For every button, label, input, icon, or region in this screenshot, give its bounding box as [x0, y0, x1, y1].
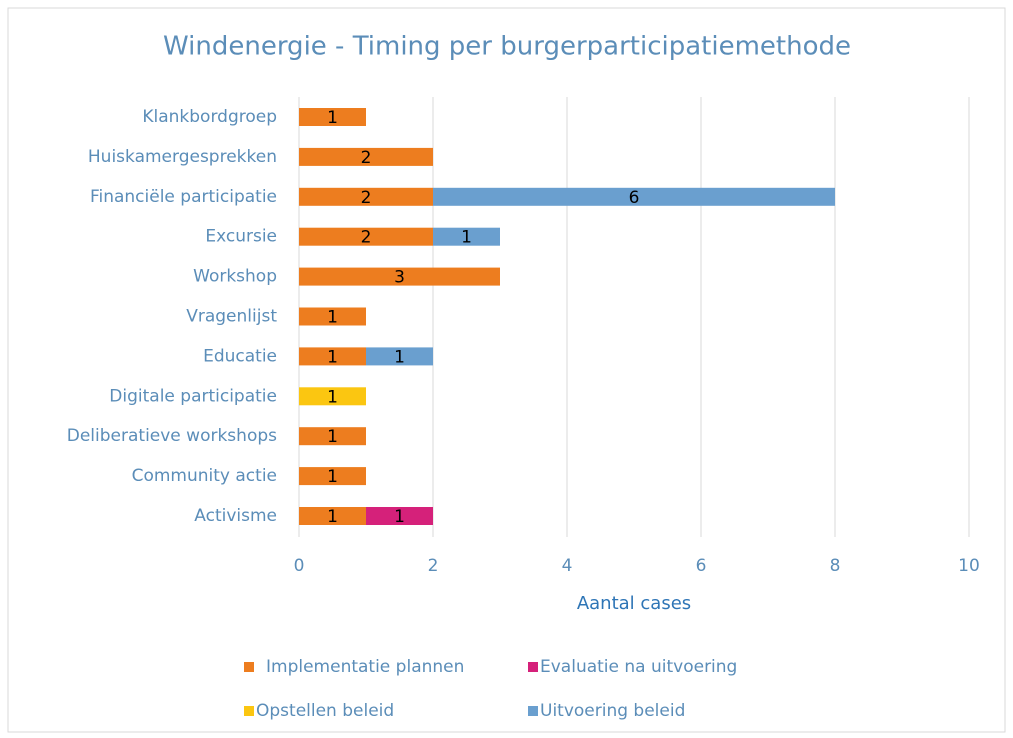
- bar-segment: [299, 187, 433, 206]
- bar-segment: [366, 507, 433, 525]
- bar-segment: [299, 147, 433, 166]
- data-label: 2: [361, 228, 372, 248]
- data-label: 1: [461, 228, 472, 248]
- data-label: 6: [629, 188, 640, 208]
- y-tick-label: Workshop: [193, 267, 277, 287]
- legend-swatch: [244, 662, 254, 672]
- x-tick-label: 8: [830, 556, 841, 576]
- data-label: 1: [327, 467, 338, 487]
- data-label: 1: [394, 507, 405, 527]
- x-tick-label: 6: [696, 556, 707, 576]
- bar-segment: [299, 227, 433, 246]
- bar-segment: [366, 347, 433, 366]
- legend-label: Implementatie plannen: [266, 657, 464, 677]
- data-label: 1: [327, 427, 338, 447]
- data-label: 1: [394, 347, 405, 367]
- data-label: 1: [327, 308, 338, 328]
- x-axis-label: Aantal cases: [577, 593, 691, 614]
- x-tick-label: 0: [294, 556, 305, 576]
- data-label: 1: [327, 108, 338, 128]
- bar-segment: [299, 267, 500, 286]
- y-tick-label: Huiskamergesprekken: [88, 147, 277, 167]
- data-label: 3: [394, 268, 405, 288]
- y-tick-label: Educatie: [203, 346, 277, 366]
- bar-segment: [299, 307, 366, 326]
- x-tick-label: 10: [958, 556, 980, 576]
- legend-label: Evaluatie na uitvoering: [540, 657, 737, 677]
- y-tick-label: Deliberatieve workshops: [67, 426, 277, 446]
- data-label: 1: [327, 507, 338, 527]
- y-tick-label: Community actie: [132, 466, 277, 486]
- y-tick-label: Vragenlijst: [186, 307, 277, 327]
- bar-segment: [433, 227, 500, 246]
- data-label: 1: [327, 347, 338, 367]
- legend-label: Uitvoering beleid: [540, 701, 685, 721]
- data-label: 2: [361, 148, 372, 168]
- x-tick-label: 4: [562, 556, 573, 576]
- legend-swatch: [528, 706, 538, 716]
- chart-title: Windenergie - Timing per burgerparticipa…: [163, 32, 851, 62]
- bar-segment: [299, 387, 366, 406]
- y-tick-label: Digitale participatie: [109, 386, 277, 406]
- x-tick-label: 2: [428, 556, 439, 576]
- bar-segment: [299, 507, 366, 525]
- bar-segment: [299, 108, 366, 126]
- bar-segment: [299, 347, 366, 366]
- chart-border: [7, 7, 1006, 733]
- data-label: 2: [361, 188, 372, 208]
- bar-segment: [299, 467, 366, 486]
- legend-swatch: [528, 662, 538, 672]
- y-tick-label: Activisme: [194, 506, 277, 526]
- data-label: 1: [327, 387, 338, 407]
- legend-swatch: [244, 706, 254, 716]
- y-tick-label: Financiële participatie: [90, 187, 277, 207]
- y-tick-label: Excursie: [205, 227, 277, 247]
- y-tick-label: Klankbordgroep: [142, 107, 277, 127]
- bar-segment: [299, 427, 366, 446]
- legend-label: Opstellen beleid: [256, 701, 394, 721]
- bar-segment: [433, 187, 835, 206]
